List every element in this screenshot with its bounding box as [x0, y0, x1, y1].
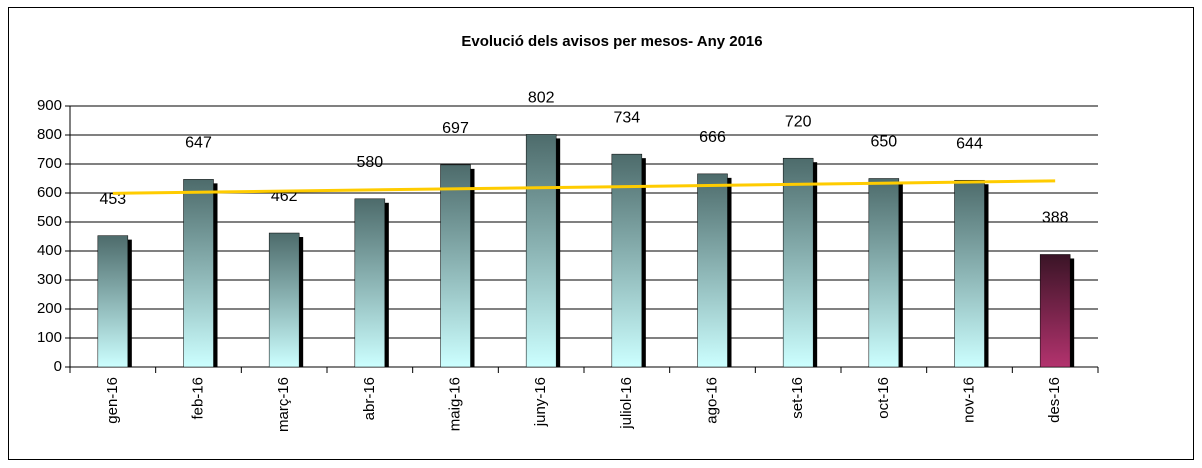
- y-tick-label: 100: [37, 329, 62, 346]
- bar: [611, 153, 643, 368]
- bar: [1039, 254, 1071, 368]
- x-tick-label: set-16: [789, 377, 806, 419]
- y-tick-label: 800: [37, 126, 62, 143]
- data-label: 666: [699, 129, 726, 146]
- data-label: 734: [613, 109, 640, 126]
- bar: [868, 178, 900, 368]
- bar: [697, 173, 728, 368]
- bar: [525, 134, 557, 368]
- x-tick-label: maig-16: [446, 377, 463, 431]
- data-label: 453: [99, 191, 126, 208]
- bar: [440, 164, 471, 368]
- y-tick-label: 0: [54, 358, 62, 375]
- y-tick-label: 300: [37, 271, 62, 288]
- x-tick-label: gen-16: [104, 377, 121, 424]
- x-tick-label: oct-16: [875, 377, 892, 419]
- bar: [268, 232, 300, 368]
- data-label: 388: [1042, 210, 1069, 227]
- bar: [354, 198, 386, 368]
- x-tick-label: juliol-16: [618, 377, 635, 430]
- y-tick-label: 500: [37, 213, 62, 230]
- x-tick-label: feb-16: [189, 377, 206, 420]
- y-tick-label: 600: [37, 184, 62, 201]
- x-tick-label: març-16: [275, 377, 292, 432]
- data-label: 697: [442, 120, 469, 137]
- trend-line: [112, 179, 1056, 195]
- data-label: 644: [956, 135, 983, 152]
- bar: [183, 179, 214, 368]
- bar: [782, 157, 814, 368]
- x-tick-label: des-16: [1046, 377, 1063, 423]
- bar: [97, 235, 129, 368]
- data-label: 647: [185, 135, 212, 152]
- y-tick-label: 900: [37, 97, 62, 114]
- x-tick-label: juny-16: [532, 377, 549, 427]
- y-tick-label: 400: [37, 242, 62, 259]
- data-label: 720: [785, 113, 812, 130]
- bar: [954, 179, 985, 368]
- data-label: 580: [356, 154, 383, 171]
- y-tick-label: 700: [37, 155, 62, 172]
- y-tick-label: 200: [37, 300, 62, 317]
- x-tick-label: ago-16: [703, 377, 720, 424]
- x-tick-label: abr-16: [361, 377, 378, 420]
- data-label: 650: [870, 134, 897, 151]
- x-tick-label: nov-16: [960, 377, 977, 423]
- chart-title: Evolució dels avisos per mesos- Any 2016: [461, 33, 762, 50]
- data-label: 802: [528, 90, 555, 107]
